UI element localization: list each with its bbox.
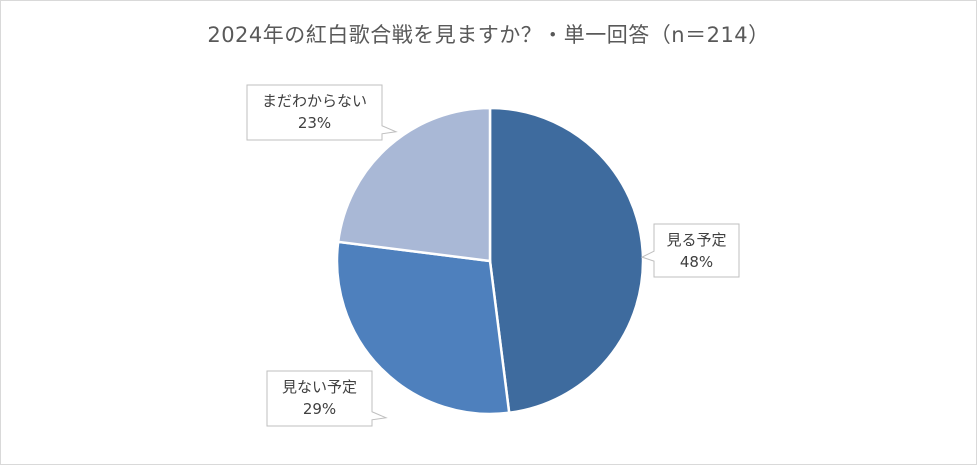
slice-callout: 見る予定 48% <box>640 223 740 278</box>
slice-percent-label: 29% <box>303 400 336 418</box>
pie-slice <box>488 106 645 415</box>
pie-slice <box>336 106 492 263</box>
slice-percent-label: 48% <box>680 253 713 271</box>
slice-callout: 見ない予定 29% <box>266 370 388 427</box>
slice-category-label: 見る予定 <box>666 231 726 249</box>
slice-callout: まだわからない 23% <box>246 84 398 141</box>
pie-slice <box>335 240 511 416</box>
callout-box <box>246 84 398 141</box>
callout-box <box>640 223 740 278</box>
slice-category-label: 見ない予定 <box>282 378 357 396</box>
slice-percent-label: 23% <box>298 114 331 132</box>
slice-category-label: まだわからない <box>262 92 367 110</box>
chart-title: 2024年の紅白歌合戦を見ますか？・単一回答（n＝214） <box>207 23 770 47</box>
callout-box <box>266 370 388 427</box>
